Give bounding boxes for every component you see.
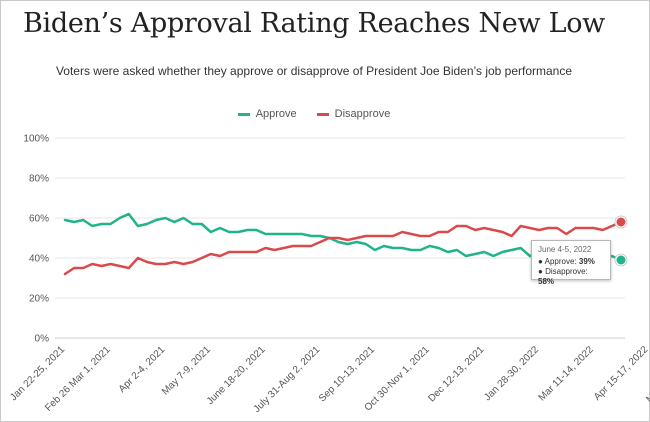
tooltip-disapprove-row: ● Disapprove: 58% [538,267,588,286]
tooltip-approve-value: 39% [578,257,595,266]
legend-label-approve: Approve [255,108,297,120]
legend-item-disapprove[interactable]: Disapprove [316,108,391,120]
point-marker-approve [616,255,626,265]
y-tick-label-0: 0% [35,334,50,345]
y-tick-label-100: 100% [23,134,49,145]
x-tick-label-11: Apr 15-17, 2022 [592,344,650,403]
tooltip-disapprove-label: Disapprove: [545,267,588,276]
x-tick-label-2: Apr 2-4, 2021 [117,344,168,395]
chart-legend: Approve Disapprove [0,108,628,120]
y-tick-label-80: 80% [29,174,49,185]
legend-item-approve[interactable]: Approve [237,108,297,120]
y-tick-label-60: 60% [29,214,49,225]
x-tick-label-9: Jan 28-30, 2022 [482,344,541,403]
series-line-disapprove [63,220,623,276]
y-tick-label-20: 20% [29,294,49,305]
legend-swatch-disapprove [316,112,329,116]
x-tick-label-3: May 7-9, 2021 [160,344,213,397]
tooltip-approve-row: ● Approve: 39% [538,257,595,266]
chart-title: Biden’s Approval Rating Reaches New Low [23,8,605,39]
point-marker-disapprove [616,217,626,227]
x-tick-label-8: Dec 12-13, 2021 [426,344,486,404]
tooltip-date: June 4-5, 2022 [538,245,592,254]
legend-swatch-approve [237,112,250,116]
tooltip-disapprove-value: 58% [538,277,555,286]
data-tooltip: June 4-5, 2022 ● Approve: 39% ● Disappro… [531,240,611,286]
x-tick-label-10: Mar 11-14, 2022 [537,344,596,403]
legend-label-disapprove: Disapprove [334,108,391,120]
tooltip-approve-label: Approve: [544,257,577,266]
x-tick-label-6: Sep 10-13, 2021 [317,344,377,404]
series-line-approve [63,212,623,262]
y-tick-label-40: 40% [29,254,49,265]
chart-subtitle: Voters were asked whether they approve o… [55,64,573,78]
x-tick-label-4: June 18-20, 2021 [205,344,268,407]
